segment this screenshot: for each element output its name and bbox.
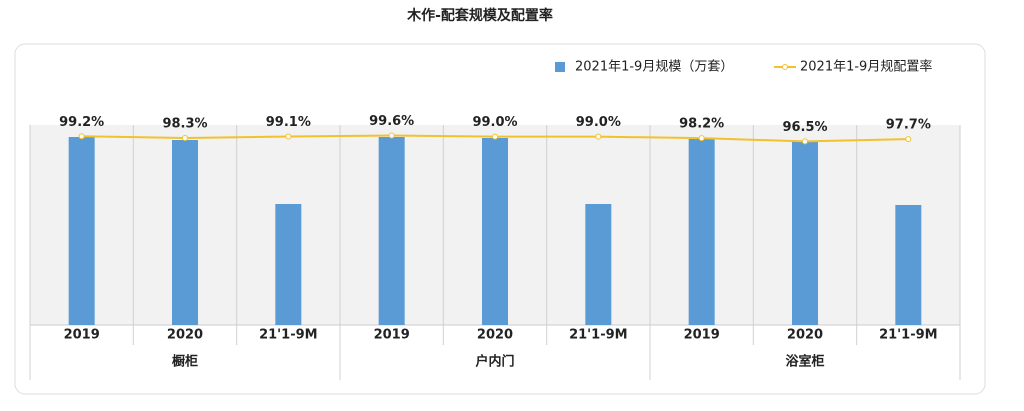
group-label: 户内门 bbox=[475, 354, 514, 370]
data-label: 99.0% bbox=[472, 115, 517, 130]
bar bbox=[68, 137, 95, 325]
bar bbox=[585, 204, 612, 325]
x-tick-label: 21'1-9M bbox=[259, 328, 318, 343]
data-label: 97.7% bbox=[886, 118, 931, 133]
line-point bbox=[285, 133, 292, 140]
x-tick-label: 2020 bbox=[167, 328, 203, 343]
chart-title: 木作-配套规模及配置率 bbox=[406, 7, 553, 24]
bar bbox=[792, 142, 818, 325]
group-label: 橱柜 bbox=[172, 354, 198, 370]
line-point bbox=[595, 133, 602, 140]
line-point bbox=[698, 135, 705, 142]
line-point bbox=[78, 133, 85, 140]
bar bbox=[275, 204, 302, 325]
line-point bbox=[182, 134, 188, 141]
bar bbox=[482, 138, 508, 325]
data-label: 96.5% bbox=[782, 120, 827, 135]
bar bbox=[895, 205, 922, 325]
line-point bbox=[388, 132, 395, 139]
bar bbox=[688, 139, 715, 325]
line-point bbox=[492, 133, 498, 140]
x-tick-label: 2020 bbox=[477, 328, 513, 343]
x-tick-label: 2020 bbox=[787, 328, 823, 343]
data-label: 99.2% bbox=[59, 115, 104, 130]
group-label: 浴室柜 bbox=[785, 354, 824, 370]
bar bbox=[378, 137, 405, 325]
line-point bbox=[802, 138, 808, 145]
data-label: 98.3% bbox=[162, 116, 207, 131]
line-point bbox=[905, 136, 912, 143]
x-tick-label: 2019 bbox=[64, 328, 100, 343]
x-tick-label: 2019 bbox=[684, 328, 720, 343]
legend-swatch bbox=[555, 62, 565, 72]
bar bbox=[172, 140, 198, 325]
x-tick-label: 2019 bbox=[374, 328, 410, 343]
legend-swatch bbox=[782, 64, 788, 70]
data-label: 98.2% bbox=[679, 117, 724, 132]
data-label: 99.6% bbox=[369, 114, 414, 129]
legend-label: 2021年1-9月规模（万套） bbox=[575, 59, 733, 75]
data-label: 99.0% bbox=[576, 115, 621, 130]
x-tick-label: 21'1-9M bbox=[569, 328, 628, 343]
x-tick-label: 21'1-9M bbox=[879, 328, 938, 343]
legend-label: 2021年1-9月规配置率 bbox=[800, 59, 932, 75]
data-label: 99.1% bbox=[266, 115, 311, 130]
